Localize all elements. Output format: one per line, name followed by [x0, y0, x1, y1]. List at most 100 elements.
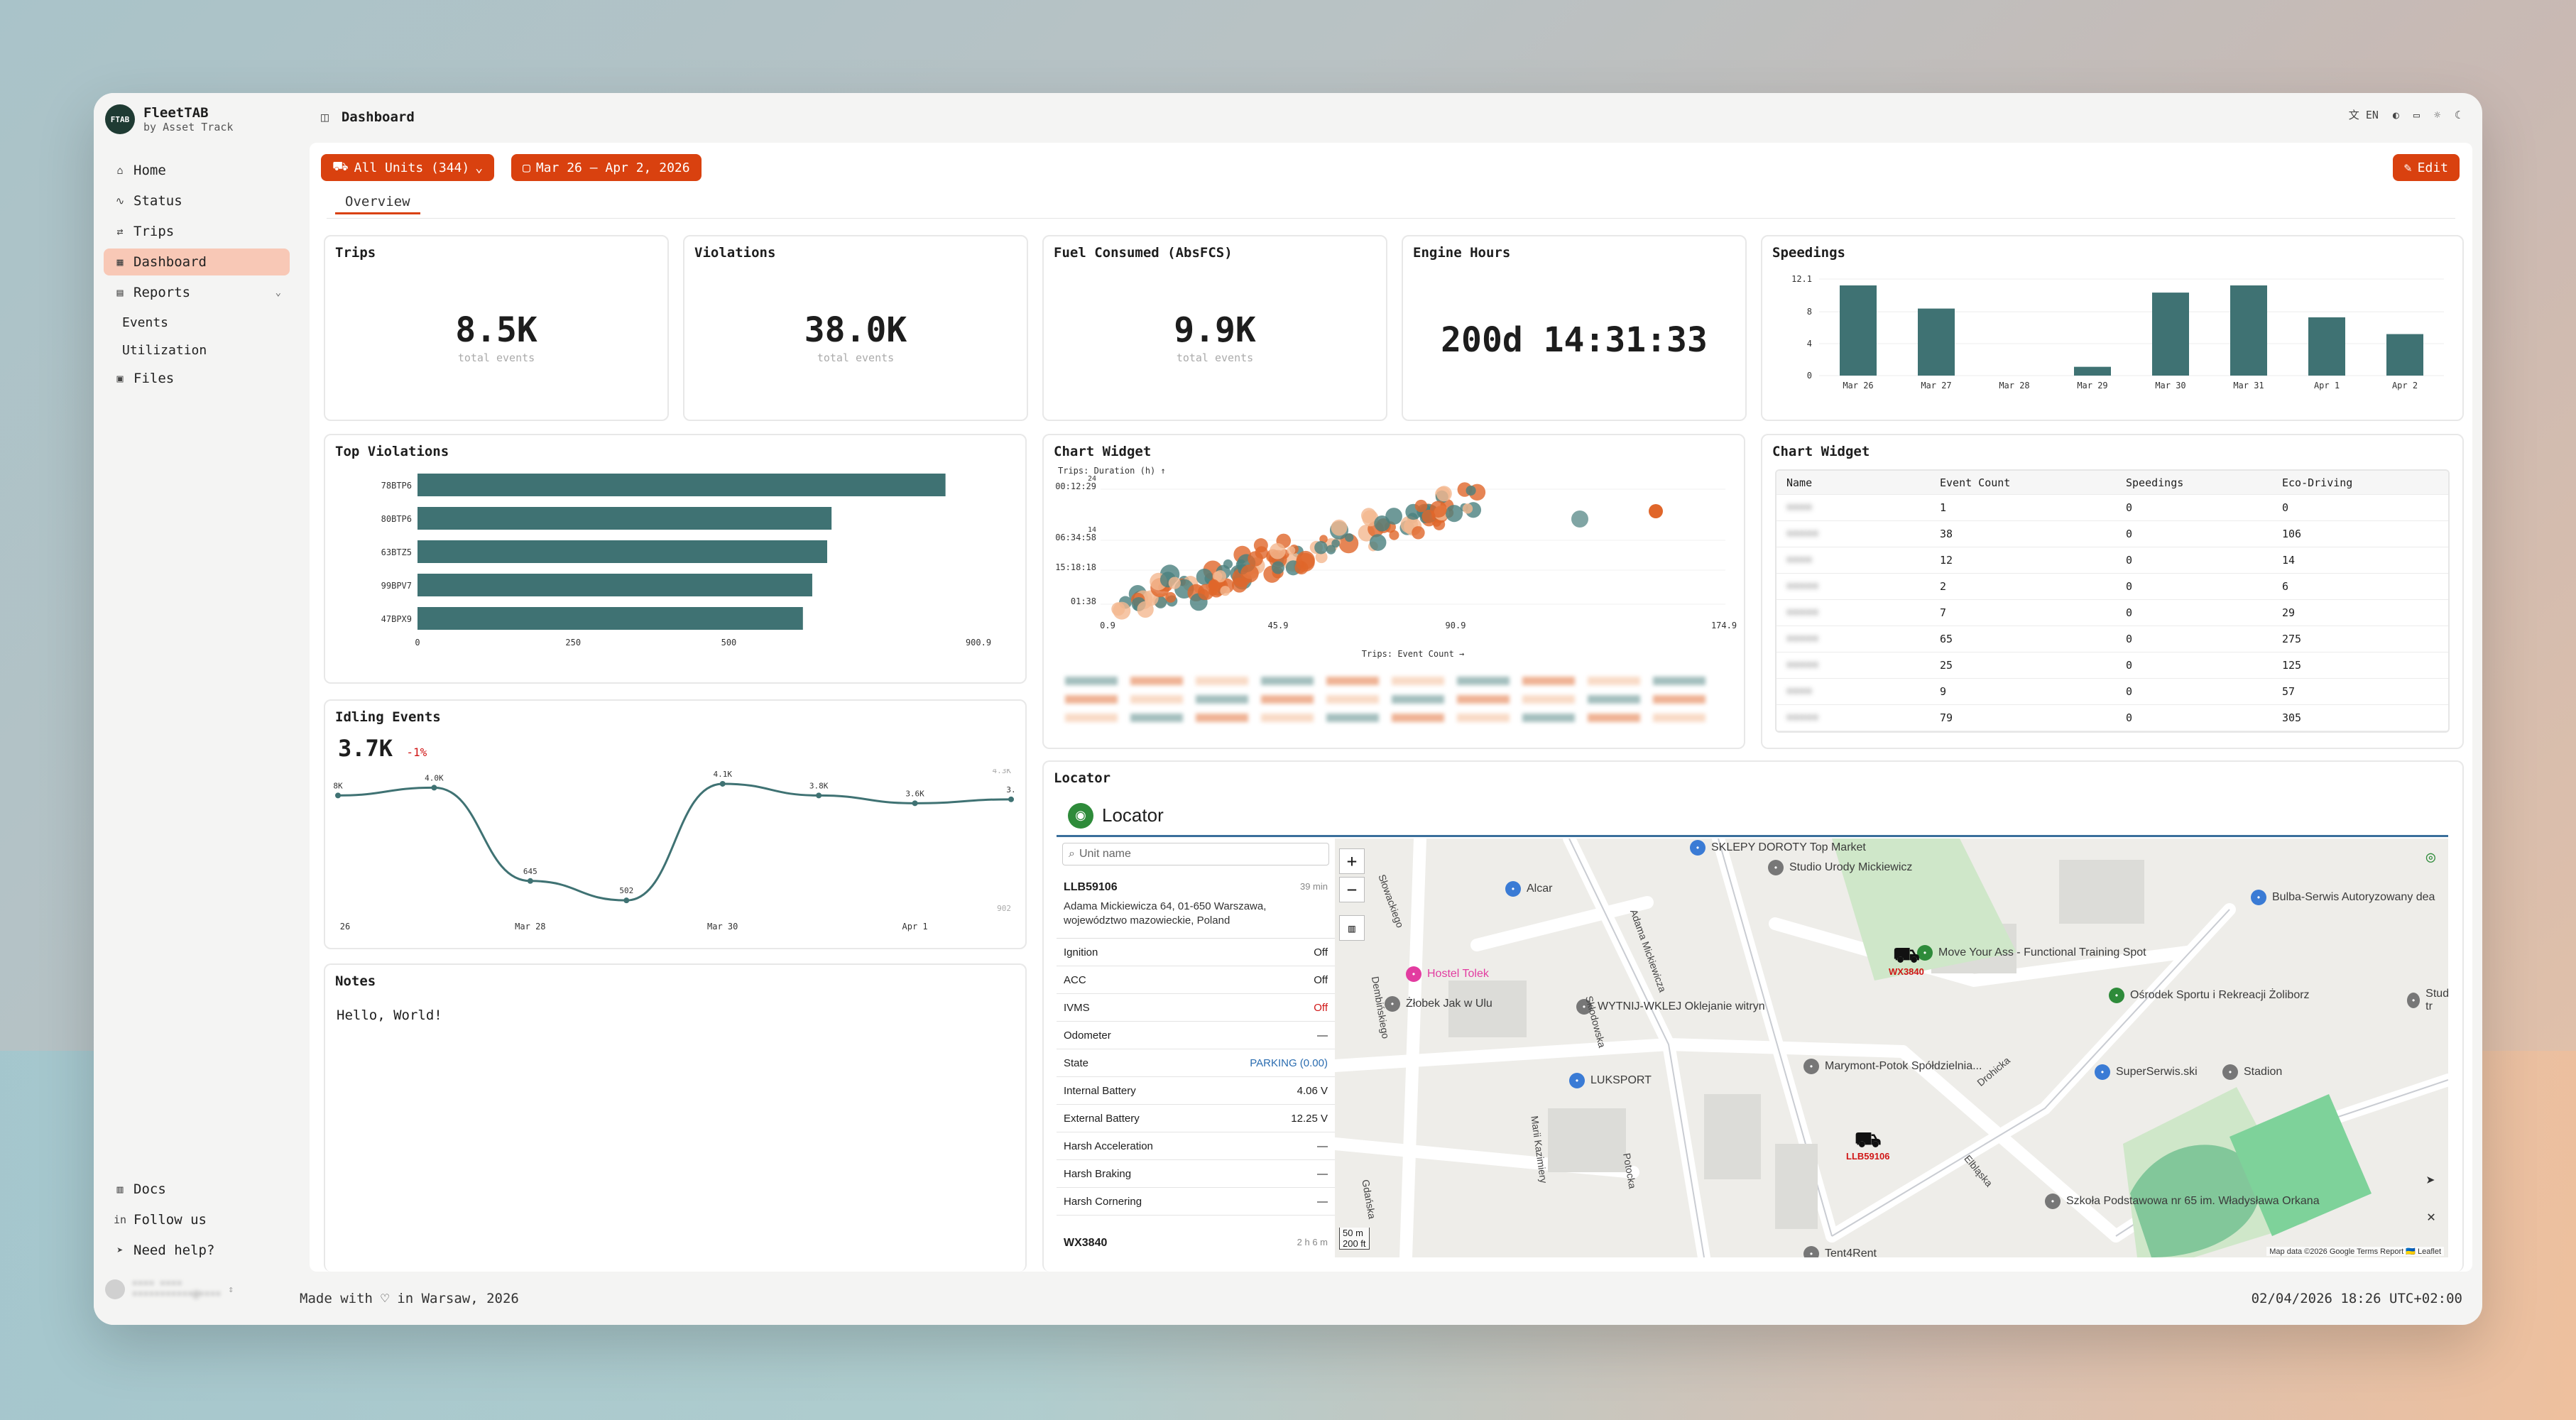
unit-header[interactable]: LLB59106 39 min — [1057, 870, 1335, 894]
speeding-bar[interactable] — [2074, 366, 2111, 376]
idling-point[interactable] — [1008, 796, 1014, 802]
scatter-point[interactable] — [1240, 564, 1259, 583]
speeding-bar[interactable] — [2386, 334, 2423, 376]
date-range-button[interactable]: ▢ Mar 26 – Apr 2, 2026 — [511, 154, 702, 181]
zoom-in-button[interactable]: + — [1339, 848, 1365, 874]
table-row[interactable]: ••••• 79 0 305 — [1777, 705, 2448, 731]
sidebar-item-help[interactable]: ➤ Need help? — [104, 1237, 290, 1264]
map-poi[interactable]: • Move Your Ass - Functional Training Spo… — [1917, 945, 2146, 961]
sidebar-item-status[interactable]: ∿ Status — [104, 187, 290, 214]
scatter-point[interactable] — [1466, 485, 1476, 496]
moon-icon[interactable]: ☾ — [2454, 108, 2461, 121]
edit-button[interactable]: ✎ Edit — [2392, 154, 2460, 181]
scatter-point[interactable] — [1571, 510, 1588, 528]
table-row[interactable]: •••• 9 0 57 — [1777, 679, 2448, 705]
speeding-bar[interactable] — [2308, 317, 2345, 376]
idling-point[interactable] — [912, 800, 918, 807]
map-attribution[interactable]: Map data ©2026 Google Terms Report 🇺🇦 Le… — [2266, 1247, 2444, 1256]
violation-bar[interactable] — [417, 574, 812, 596]
map-poi[interactable]: • Hostel Tolek — [1406, 966, 1489, 982]
map-poi[interactable]: • Szkoła Podstawowa nr 65 im. Władysława … — [2045, 1194, 2320, 1209]
idling-point[interactable] — [335, 792, 341, 799]
column-header[interactable]: Eco-Driving — [2282, 476, 2353, 489]
next-unit-header[interactable]: WX3840 2 h 6 m — [1064, 1237, 1328, 1249]
sidebar-item-events[interactable]: Events — [122, 315, 169, 330]
speeding-bar[interactable] — [1840, 285, 1877, 376]
notes-text[interactable]: Hello, World! — [337, 1007, 442, 1023]
scatter-point[interactable] — [1338, 533, 1359, 554]
sidebar-item-dashboard[interactable]: ▦ Dashboard — [104, 248, 290, 275]
vehicle-marker[interactable]: ⛟ WX3840 — [1889, 944, 1924, 978]
language-switch[interactable]: 文 EN — [2348, 109, 2379, 121]
speeding-bar[interactable] — [2152, 293, 2189, 376]
scatter-point[interactable] — [1137, 601, 1154, 618]
scatter-point[interactable] — [1113, 601, 1131, 620]
navigate-icon[interactable]: ➤ — [2425, 1172, 2435, 1190]
map[interactable]: + − ▥ • SKLEPY DOROTY Top Market • Studio U… — [1335, 839, 2448, 1257]
scatter-point[interactable] — [1168, 577, 1181, 589]
tools-icon[interactable]: ✕ — [2426, 1208, 2435, 1225]
units-filter-button[interactable]: ⛟ All Units (344) ⌄ — [321, 154, 495, 181]
tab-overview[interactable]: Overview — [335, 191, 420, 214]
table-row[interactable]: ••••• 7 0 29 — [1777, 600, 2448, 626]
map-poi[interactable]: • Żłobek Jak w Ulu — [1385, 996, 1492, 1012]
user-menu[interactable]: •••• •••• •••••••••••@•••• ⇕ — [105, 1279, 234, 1300]
sun-icon[interactable]: ☼ — [2433, 108, 2440, 121]
scatter-point[interactable] — [1436, 486, 1452, 502]
scatter-point[interactable] — [1315, 551, 1328, 564]
scatter-point[interactable] — [1421, 509, 1436, 524]
sidebar-item-trips[interactable]: ⇄ Trips — [104, 218, 290, 245]
map-poi[interactable]: • WYTNIJ-WKLEJ Oklejanie witryn — [1576, 999, 1765, 1015]
recenter-icon[interactable]: ◎ — [2425, 848, 2435, 866]
scatter-point[interactable] — [1271, 561, 1284, 574]
column-header[interactable]: Name — [1786, 476, 1813, 489]
scatter-point[interactable] — [1197, 584, 1214, 601]
scatter-point[interactable] — [1248, 551, 1263, 567]
scatter-point[interactable] — [1649, 504, 1663, 518]
map-poi[interactable]: • Marymont-Potok Spółdzielnia... — [1803, 1059, 1982, 1074]
scatter-point[interactable] — [1213, 570, 1227, 583]
column-header[interactable]: Event Count — [1940, 476, 2011, 489]
sidebar-item-utilization[interactable]: Utilization — [122, 342, 207, 358]
scatter-point[interactable] — [1165, 591, 1177, 603]
scatter-point[interactable] — [1462, 503, 1473, 514]
idling-point[interactable] — [623, 897, 630, 904]
vehicle-marker[interactable]: ⛟ LLB59106 — [1846, 1128, 1890, 1162]
map-poi[interactable]: • Studio tr — [2407, 988, 2448, 1013]
palette-icon[interactable]: ◐ — [2392, 108, 2399, 121]
table-row[interactable]: ••••• 38 0 106 — [1777, 521, 2448, 547]
scatter-point[interactable] — [1414, 499, 1428, 513]
table-row[interactable]: •••• 1 0 0 — [1777, 495, 2448, 521]
scatter-point[interactable] — [1196, 568, 1213, 585]
table-row[interactable]: •••• 12 0 14 — [1777, 547, 2448, 574]
violation-bar[interactable] — [417, 540, 828, 563]
scatter-point[interactable] — [1345, 533, 1354, 542]
column-header[interactable]: Speedings — [2126, 476, 2184, 489]
scatter-point[interactable] — [1331, 539, 1340, 548]
scatter-point[interactable] — [1287, 546, 1296, 555]
scatter-point[interactable] — [1220, 586, 1230, 596]
violation-bar[interactable] — [417, 607, 803, 630]
scatter-point[interactable] — [1374, 515, 1390, 532]
scatter-point[interactable] — [1412, 526, 1425, 540]
sidebar-item-files[interactable]: ▣ Files — [104, 365, 290, 392]
unit-search-input[interactable]: ⌕ Unit name — [1062, 843, 1329, 865]
scatter-point[interactable] — [1314, 540, 1328, 555]
map-poi[interactable]: • SuperSerwis.ski — [2095, 1064, 2198, 1080]
map-poi[interactable]: • Bulba-Serwis Autoryzowany dea — [2251, 890, 2435, 905]
idling-point[interactable] — [431, 785, 437, 791]
zoom-out-button[interactable]: − — [1339, 877, 1365, 902]
scatter-point[interactable] — [1389, 530, 1399, 540]
table-row[interactable]: ••••• 2 0 6 — [1777, 574, 2448, 600]
table-row[interactable]: ••••• 25 0 125 — [1777, 652, 2448, 679]
sidebar-item-docs[interactable]: ▥ Docs — [104, 1176, 290, 1203]
idling-point[interactable] — [816, 792, 822, 799]
scatter-point[interactable] — [1269, 542, 1286, 559]
map-poi[interactable]: • Studio Urody Mickiewicz — [1768, 860, 1912, 875]
brand[interactable]: FTAB FleetTAB by Asset Track — [105, 104, 233, 134]
map-poi[interactable]: • LUKSPORT — [1569, 1073, 1652, 1088]
idling-point[interactable] — [527, 878, 533, 884]
map-poi[interactable]: • Alcar — [1505, 881, 1552, 897]
monitor-icon[interactable]: ▭ — [2413, 108, 2420, 121]
violation-bar[interactable] — [417, 507, 832, 530]
